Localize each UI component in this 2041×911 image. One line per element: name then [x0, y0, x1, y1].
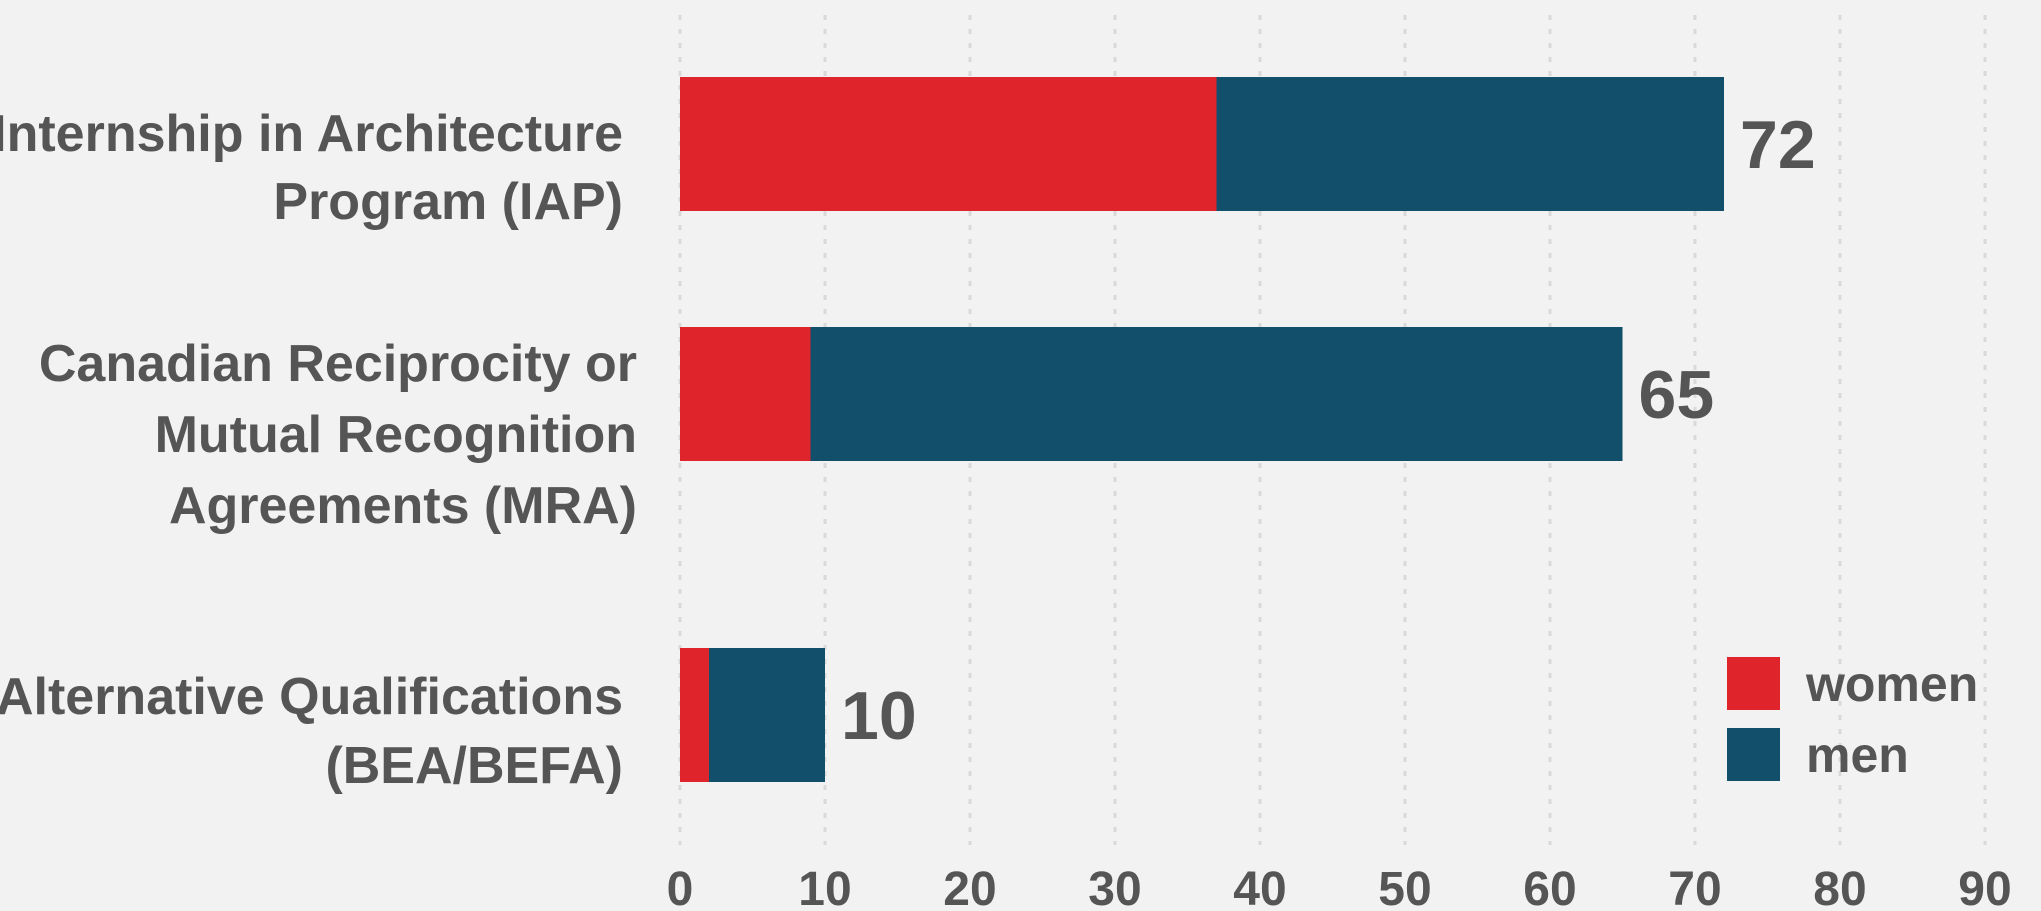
- category-label: Alternative Qualifications: [0, 668, 623, 726]
- bar-segment-men: [810, 327, 1623, 461]
- category-label: Mutual Recognition: [155, 406, 637, 464]
- bar-segment-men: [709, 648, 825, 782]
- category-label: (BEA/BEFA): [325, 737, 623, 795]
- x-tick-label: 40: [1233, 863, 1286, 911]
- legend: women men: [1727, 656, 1978, 783]
- legend-label-women: women: [1805, 656, 1978, 712]
- legend-label-men: men: [1806, 727, 1909, 783]
- category-label: Internship in Architecture: [0, 105, 623, 163]
- total-label: 65: [1639, 357, 1715, 433]
- x-tick-label: 30: [1088, 863, 1141, 911]
- x-tick-label: 90: [1958, 863, 2011, 911]
- x-tick-label: 70: [1668, 863, 1721, 911]
- category-label: Program (IAP): [273, 173, 623, 231]
- x-tick-label: 10: [798, 863, 851, 911]
- category-label: Canadian Reciprocity or: [39, 335, 637, 393]
- total-labels: 72 65 10: [841, 107, 1816, 754]
- bars: [680, 77, 1724, 782]
- legend-swatch-men: [1727, 728, 1780, 781]
- legend-swatch-women: [1727, 657, 1780, 710]
- x-axis-ticks: 0 10 20 30 40 50 60 70 80 90: [667, 863, 2012, 911]
- bar-segment-men: [1216, 77, 1724, 211]
- total-label: 10: [841, 678, 917, 754]
- bar-segment-women: [680, 648, 709, 782]
- x-tick-label: 50: [1378, 863, 1431, 911]
- x-tick-label: 60: [1523, 863, 1576, 911]
- x-tick-label: 20: [943, 863, 996, 911]
- x-tick-label: 0: [667, 863, 694, 911]
- total-label: 72: [1740, 107, 1816, 183]
- x-tick-label: 80: [1813, 863, 1866, 911]
- category-labels: Internship in Architecture Program (IAP) C…: [0, 105, 637, 795]
- category-label: Agreements (MRA): [169, 477, 637, 535]
- bar-segment-women: [680, 327, 811, 461]
- bar-segment-women: [680, 77, 1217, 211]
